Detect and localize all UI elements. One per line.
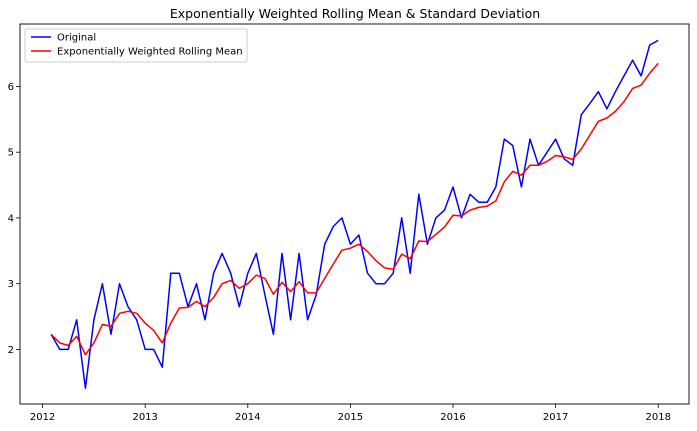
y-tick-label: 2 <box>8 345 14 356</box>
y-tick-label: 6 <box>8 82 14 93</box>
legend-box <box>24 28 248 63</box>
legend-label: Original <box>57 33 96 44</box>
x-tick-label: 2012 <box>30 412 55 423</box>
legend-label: Exponentially Weighted Rolling Mean <box>57 47 243 58</box>
plot-area-frame <box>19 23 690 405</box>
chart-legend: Original Exponentially Weighted Rolling M… <box>24 28 248 63</box>
x-tick-label: 2013 <box>132 412 157 423</box>
series-original-line <box>50 39 659 389</box>
y-tick-label: 4 <box>8 213 14 224</box>
x-tick-label: 2017 <box>543 412 568 423</box>
series-lines <box>50 39 659 389</box>
x-tick-label: 2016 <box>440 412 465 423</box>
x-tick-label: 2014 <box>235 412 260 423</box>
x-tick-label: 2018 <box>645 412 670 423</box>
axis-ticks: 2012 2013 2014 2015 2016 2017 2018 2 3 4 5 6 <box>8 82 671 423</box>
y-tick-label: 5 <box>8 148 14 159</box>
chart-title: Exponentially Weighted Rolling Mean & St… <box>170 6 540 21</box>
x-tick-label: 2015 <box>338 412 363 423</box>
series-rolling-mean-line <box>50 62 659 356</box>
y-tick-label: 3 <box>8 279 14 290</box>
